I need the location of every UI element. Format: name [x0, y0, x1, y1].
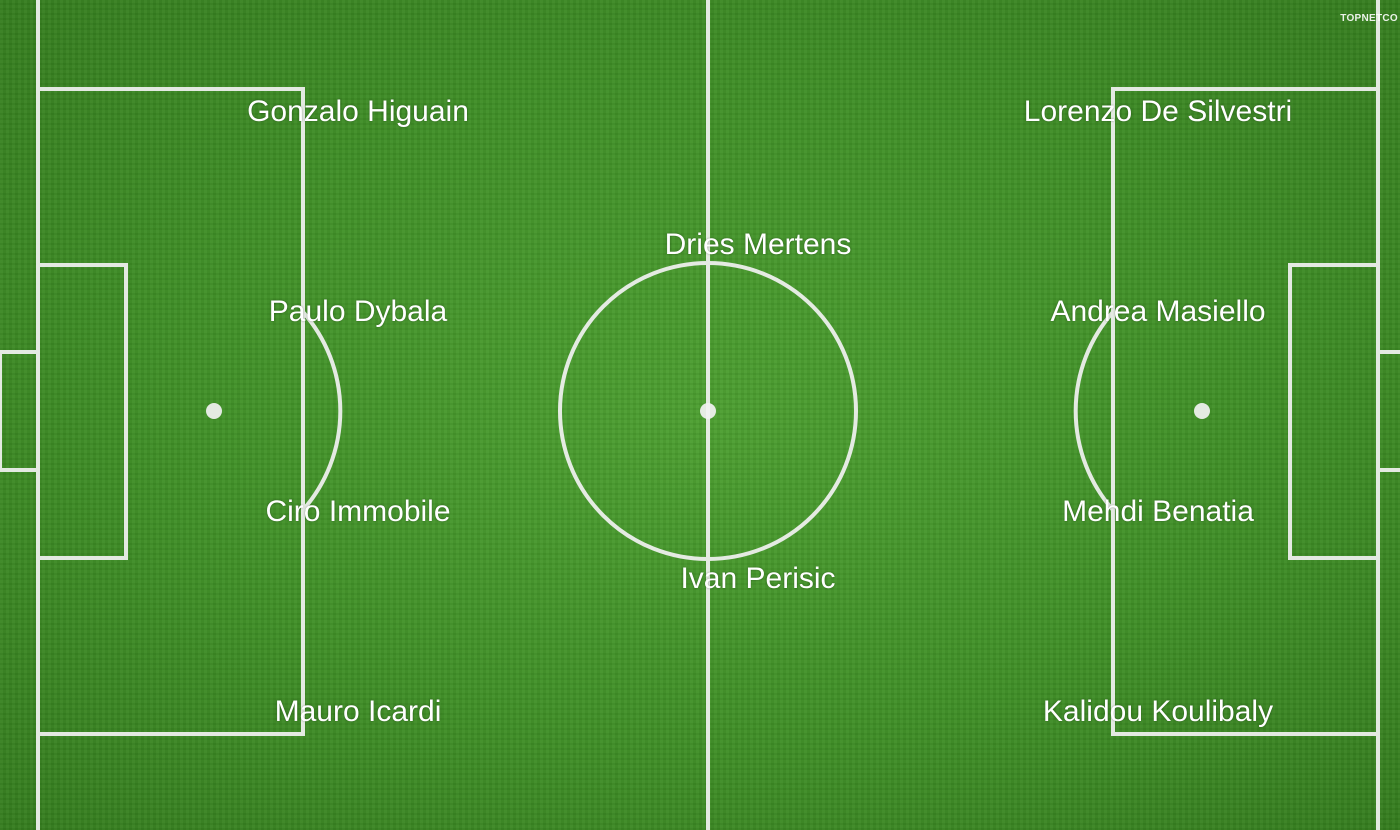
- left-penalty-arc: [301, 310, 343, 512]
- watermark-text: TOPNETCO: [1340, 13, 1398, 24]
- right-goal: [1376, 350, 1400, 472]
- player-andrea-masiello[interactable]: Andrea Masiello: [1050, 295, 1266, 328]
- player-mauro-icardi[interactable]: Mauro Icardi: [274, 695, 442, 728]
- player-paulo-dybala[interactable]: Paulo Dybala: [268, 295, 448, 328]
- player-ciro-immobile[interactable]: Ciro Immobile: [265, 495, 451, 528]
- right-penalty-arc: [1073, 310, 1115, 512]
- player-mehdi-benatia[interactable]: Mehdi Benatia: [1062, 495, 1254, 528]
- player-gonzalo-higuain[interactable]: Gonzalo Higuain: [247, 95, 469, 128]
- left-penalty-area: [36, 87, 305, 736]
- center-circle: [558, 261, 858, 561]
- player-ivan-perisic[interactable]: Ivan Perisic: [680, 562, 836, 595]
- left-goal-area: [36, 263, 128, 560]
- right-penalty-area: [1111, 87, 1380, 736]
- player-kalidou-koulibaly[interactable]: Kalidou Koulibaly: [1042, 695, 1274, 728]
- player-lorenzo-de-silvestri[interactable]: Lorenzo De Silvestri: [1023, 95, 1293, 128]
- right-goal-area: [1288, 263, 1380, 560]
- player-dries-mertens[interactable]: Dries Mertens: [664, 228, 852, 261]
- left-goal: [0, 350, 40, 472]
- right-penalty-spot: [1194, 403, 1210, 419]
- left-penalty-spot: [206, 403, 222, 419]
- center-spot: [700, 403, 716, 419]
